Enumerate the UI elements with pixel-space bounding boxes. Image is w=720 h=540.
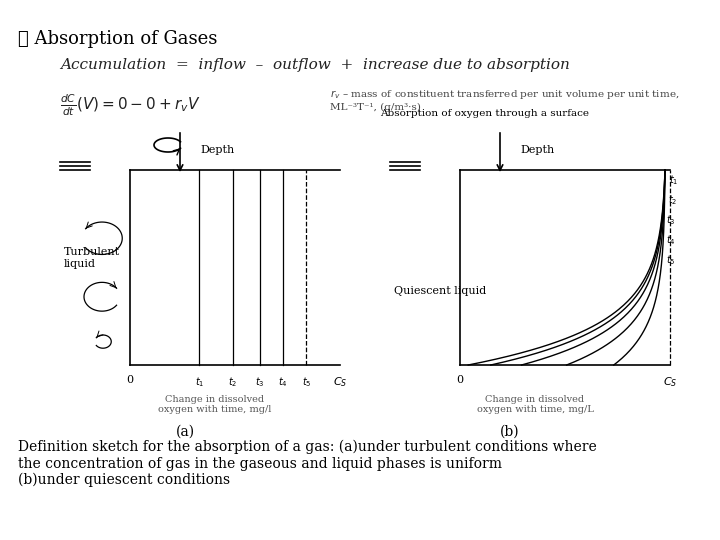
Text: 0: 0 (127, 375, 134, 385)
Text: $t_1$: $t_1$ (194, 375, 204, 389)
Text: Depth: Depth (201, 145, 235, 155)
Text: (a): (a) (176, 425, 194, 439)
Text: $r_v$ – mass of constituent transferred per unit volume per unit time,
ML⁻³T⁻¹, : $r_v$ – mass of constituent transferred … (330, 88, 680, 112)
Text: $t_4$: $t_4$ (279, 375, 288, 389)
Text: $C_S$: $C_S$ (663, 375, 678, 389)
Text: $t_2$: $t_2$ (228, 375, 238, 389)
Text: $t_3$: $t_3$ (667, 213, 676, 227)
Text: $\frac{dC}{dt}(V) = 0 - 0 + r_v V$: $\frac{dC}{dt}(V) = 0 - 0 + r_v V$ (60, 92, 200, 118)
Text: $t_1$: $t_1$ (669, 173, 678, 187)
Text: Definition sketch for the absorption of a gas: (a)under turbulent conditions whe: Definition sketch for the absorption of … (18, 440, 597, 487)
Text: ❖ Absorption of Gases: ❖ Absorption of Gases (18, 30, 217, 48)
Text: $t_5$: $t_5$ (302, 375, 311, 389)
Text: Quiescent liquid: Quiescent liquid (394, 286, 486, 296)
Text: Change in dissolved
oxygen with time, mg/L: Change in dissolved oxygen with time, mg… (477, 395, 593, 414)
Text: $t_3$: $t_3$ (256, 375, 265, 389)
Text: Change in dissolved
oxygen with time, mg/l: Change in dissolved oxygen with time, mg… (158, 395, 271, 414)
Text: (b): (b) (500, 425, 520, 439)
Text: 0: 0 (456, 375, 464, 385)
Text: $C_S$: $C_S$ (333, 375, 347, 389)
Text: $t_5$: $t_5$ (666, 253, 675, 267)
Text: $t_4$: $t_4$ (665, 233, 675, 247)
Text: $t_2$: $t_2$ (667, 193, 677, 207)
Text: Absorption of oxygen through a surface: Absorption of oxygen through a surface (380, 109, 590, 118)
Text: Turbulent
liquid: Turbulent liquid (64, 247, 120, 268)
Text: Depth: Depth (521, 145, 555, 155)
Text: Accumulation  =  inflow  –  outflow  +  increase due to absorption: Accumulation = inflow – outflow + increa… (60, 58, 570, 72)
